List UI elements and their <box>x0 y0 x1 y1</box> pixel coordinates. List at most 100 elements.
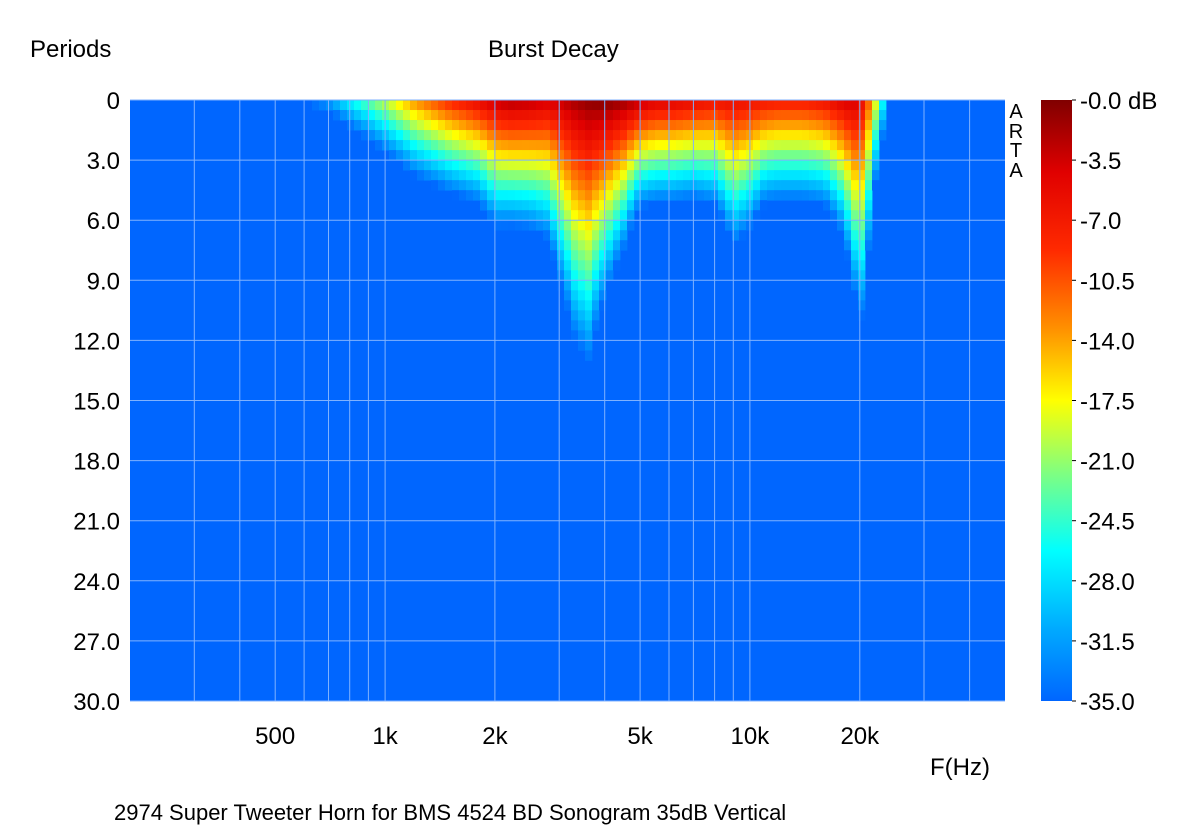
heat-cell <box>536 110 544 121</box>
heat-cell <box>669 150 677 161</box>
heat-cell <box>753 170 761 181</box>
heat-cell <box>858 290 866 301</box>
heat-cell <box>564 290 572 301</box>
heat-cell <box>564 210 572 221</box>
heat-cell <box>557 250 565 261</box>
heat-cell <box>599 230 607 241</box>
heat-cell <box>844 140 852 151</box>
heat-cell <box>389 130 397 141</box>
heat-cell <box>655 190 663 201</box>
colorbar-tick-label: -0.0 dB <box>1080 88 1157 115</box>
heat-cell <box>508 120 516 131</box>
heat-cell <box>606 100 614 111</box>
heat-cell <box>501 220 509 231</box>
heat-cell <box>620 120 628 131</box>
heat-cell <box>627 220 635 231</box>
heat-cell <box>431 170 439 181</box>
heat-cell <box>823 140 831 151</box>
heat-cell <box>592 320 600 331</box>
heat-cell <box>599 150 607 161</box>
heat-cell <box>809 130 817 141</box>
heat-cell <box>753 130 761 141</box>
heat-cell <box>865 210 873 221</box>
heat-cell <box>585 210 593 221</box>
heat-cell <box>403 110 411 121</box>
heat-cell <box>452 120 460 131</box>
heat-cell <box>725 130 733 141</box>
heat-cell <box>403 140 411 151</box>
heat-cell <box>473 100 481 111</box>
heat-cell <box>837 220 845 231</box>
heat-cell <box>571 120 579 131</box>
heat-cell <box>543 180 551 191</box>
heat-cell <box>718 100 726 111</box>
heat-cell <box>571 310 579 321</box>
heat-cell <box>487 160 495 171</box>
heat-cell <box>487 210 495 221</box>
heat-cell <box>312 100 320 111</box>
heat-cell <box>781 150 789 161</box>
colorbar-tick-label: -3.5 <box>1080 148 1121 175</box>
heat-cell <box>466 140 474 151</box>
heat-cell <box>578 170 586 181</box>
heat-cell <box>697 180 705 191</box>
heat-cell <box>760 160 768 171</box>
heat-cell <box>732 150 740 161</box>
heat-cell <box>431 100 439 111</box>
y-tick-label: 0 <box>107 88 120 115</box>
heat-cell <box>557 280 565 291</box>
heat-cell <box>718 200 726 211</box>
heat-cell <box>410 140 418 151</box>
heat-cell <box>774 160 782 171</box>
heat-cell <box>739 190 747 201</box>
heat-cell <box>452 190 460 201</box>
heat-cell <box>333 110 341 121</box>
heat-cell <box>319 100 327 111</box>
heat-cell <box>564 160 572 171</box>
heat-cell <box>487 120 495 131</box>
heat-cell <box>739 210 747 221</box>
heat-cell <box>424 140 432 151</box>
heat-cell <box>858 300 866 311</box>
heat-cell <box>438 180 446 191</box>
heat-cell <box>543 200 551 211</box>
y-tick-label: 30.0 <box>73 689 120 716</box>
heat-cell <box>585 190 593 201</box>
heat-cell <box>851 180 859 191</box>
heat-cell <box>529 150 537 161</box>
heat-cell <box>683 140 691 151</box>
heat-cell <box>795 190 803 201</box>
heat-cell <box>536 150 544 161</box>
heat-cell <box>606 240 614 251</box>
heat-cell <box>788 120 796 131</box>
heat-cell <box>620 210 628 221</box>
heat-cell <box>480 180 488 191</box>
heat-cell <box>578 300 586 311</box>
heat-cell <box>795 100 803 111</box>
heat-cell <box>641 100 649 111</box>
colorbar <box>1041 100 1072 701</box>
heat-cell <box>753 190 761 201</box>
colorbar-tick-label: -7.0 <box>1080 208 1121 235</box>
heat-cell <box>536 220 544 231</box>
heat-cell <box>809 150 817 161</box>
heat-cell <box>494 130 502 141</box>
colorbar-tick-label: -21.0 <box>1080 449 1135 476</box>
heat-cell <box>557 220 565 231</box>
heat-cell <box>753 160 761 171</box>
heat-cell <box>473 190 481 201</box>
heat-cell <box>501 120 509 131</box>
heat-cell <box>375 120 383 131</box>
heat-cell <box>851 100 859 111</box>
heat-cell <box>557 120 565 131</box>
heat-cell <box>809 170 817 181</box>
heat-cell <box>865 100 873 111</box>
heat-cell <box>557 170 565 181</box>
heat-cell <box>760 180 768 191</box>
heat-cell <box>802 100 810 111</box>
heat-cell <box>837 100 845 111</box>
x-tick-labels: 500 1k 2k 5k 10k 20k <box>255 723 880 750</box>
heat-cell <box>571 160 579 171</box>
heat-cell <box>676 160 684 171</box>
heat-cell <box>774 120 782 131</box>
